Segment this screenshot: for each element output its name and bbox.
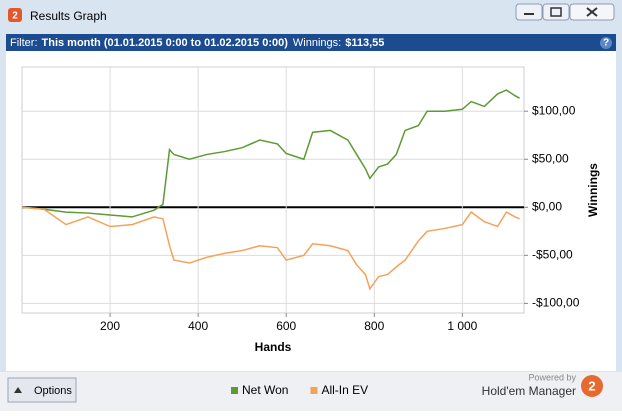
app-icon [8,8,22,22]
filter-bar [6,34,616,51]
x-tick-label: 600 [276,319,296,333]
y-tick-label: $50,00 [532,151,569,165]
series-line [21,89,520,218]
winnings-value: $113,55 [345,37,384,49]
x-tick-label: 800 [364,319,384,333]
winnings-label: Winnings: [293,37,341,49]
close-glyph [586,7,598,17]
app-icon-text: 2 [12,11,18,22]
x-tick-label: 1 000 [447,319,477,333]
plot-area [21,66,525,314]
help-text[interactable]: ? [603,38,609,49]
help-button[interactable] [600,37,612,49]
legend-swatch [310,387,318,394]
y-tick-label: -$100,00 [532,296,580,310]
powered-by: Powered by [528,372,576,382]
brand-logo [581,375,603,397]
x-axis-label: Hands [255,340,292,354]
legend-swatch [231,387,238,394]
window-title: Results Graph [30,9,107,23]
y-tick-label: $100,00 [532,103,576,117]
filter-label: Filter: [10,37,38,49]
filter-text: Filter: This month (01.01.2015 0:00 to 01… [10,37,384,49]
legend-label: Net Won [242,383,288,397]
brand: Hold'em Manager [482,384,576,398]
maximize-glyph [550,7,562,17]
x-tick-label: 400 [188,319,208,333]
filter-range: This month (01.01.2015 0:00 to 01.02.201… [42,37,289,49]
options-arrow [14,387,22,393]
series-line [21,206,520,291]
y-tick-label: $0,00 [532,199,562,213]
maximize-button[interactable] [542,3,570,21]
window-buttons[interactable] [515,3,615,21]
brand-logo-text: 2 [588,378,595,393]
y-axis-label: Winnings [586,163,600,217]
options-text[interactable]: Options [34,385,72,397]
x-tick-label: 200 [100,319,120,333]
y-tick-label: -$50,00 [532,248,573,262]
minimize-button[interactable] [515,3,543,21]
legend-label: All-In EV [321,383,368,397]
